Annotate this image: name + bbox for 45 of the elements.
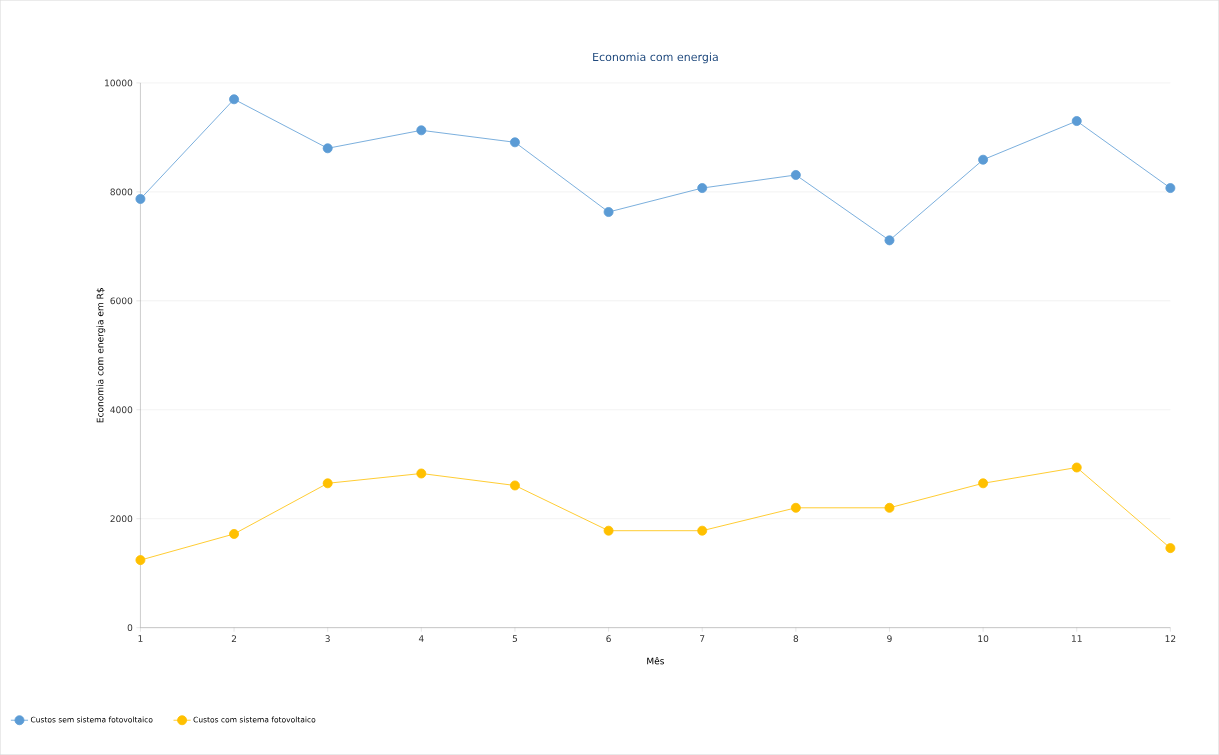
point bbox=[510, 480, 520, 491]
y-tick-label: 6000 bbox=[110, 297, 133, 305]
chart-title: Economia com energia bbox=[593, 52, 718, 64]
x-axis-title: Mês bbox=[647, 657, 664, 665]
point bbox=[135, 194, 146, 204]
point bbox=[1165, 543, 1176, 554]
x-tick-label: 3 bbox=[325, 635, 330, 643]
point bbox=[884, 502, 895, 513]
point bbox=[790, 502, 801, 513]
point bbox=[510, 137, 520, 148]
point bbox=[884, 235, 895, 246]
x-tick-label: 12 bbox=[1165, 635, 1176, 642]
y-axis-title: Economia com energia em R$ bbox=[96, 288, 106, 423]
point bbox=[1165, 183, 1176, 194]
point bbox=[322, 478, 333, 489]
x-tick-label: 4 bbox=[418, 635, 424, 642]
point bbox=[416, 125, 427, 136]
point bbox=[978, 154, 989, 165]
y-tick-label: 0 bbox=[127, 624, 133, 632]
point bbox=[697, 183, 708, 194]
point bbox=[135, 555, 146, 566]
point bbox=[416, 468, 427, 479]
x-tick-label: 10 bbox=[978, 635, 989, 643]
y-tick-label: 2000 bbox=[110, 515, 133, 523]
point bbox=[229, 529, 240, 539]
point bbox=[978, 478, 989, 489]
point bbox=[603, 207, 614, 217]
x-tick-label: 7 bbox=[700, 635, 705, 642]
y-tick-label: 4000 bbox=[110, 406, 133, 414]
y-tick-label: 10000 bbox=[105, 79, 133, 87]
x-tick-label: 6 bbox=[606, 635, 611, 643]
x-tick-label: 9 bbox=[887, 635, 892, 643]
point bbox=[1071, 116, 1082, 127]
point bbox=[229, 94, 240, 105]
x-tick-label: 5 bbox=[512, 635, 518, 642]
x-tick-label: 2 bbox=[231, 635, 237, 642]
point bbox=[603, 525, 614, 536]
point bbox=[1071, 462, 1082, 473]
x-tick-label: 11 bbox=[1071, 635, 1082, 642]
x-tick-label: 8 bbox=[793, 635, 799, 643]
y-tick-label: 8000 bbox=[110, 188, 133, 196]
point bbox=[697, 525, 708, 536]
point bbox=[322, 143, 333, 154]
point bbox=[790, 170, 801, 180]
x-tick-label: 1 bbox=[138, 635, 143, 642]
